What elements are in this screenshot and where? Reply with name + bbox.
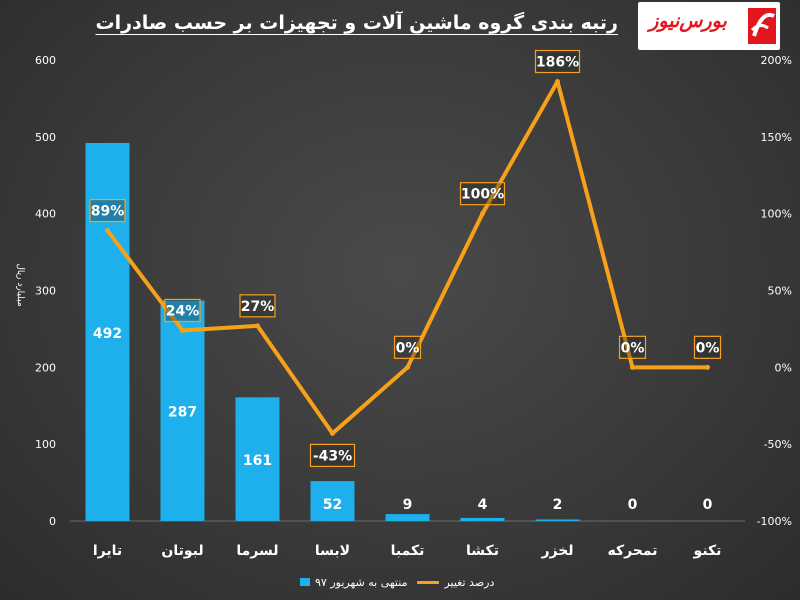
y-right-tick-label: -50% [764, 438, 792, 451]
bar [160, 300, 205, 521]
category-label: تکشا [466, 543, 499, 559]
line-value-label: 0% [696, 340, 720, 356]
category-label: لبوتان [161, 543, 203, 559]
category-label: لابسا [315, 543, 350, 559]
y-right-tick-label: 0% [775, 361, 792, 374]
line-point [405, 364, 410, 370]
line-point [705, 364, 710, 370]
y-left-tick-label: 500 [35, 131, 56, 144]
bar [235, 397, 280, 521]
legend-label-line: درصد تغییر [444, 575, 495, 589]
y-right-tick-label: 50% [768, 285, 792, 298]
line-point [555, 79, 560, 85]
line-label-box [309, 443, 356, 468]
bar [460, 517, 505, 521]
y-right-tick-label: 100% [761, 208, 792, 221]
line-point [330, 430, 335, 436]
y-left-tick-label: 100 [35, 438, 56, 451]
category-label: تکنو [693, 543, 722, 559]
bar [535, 519, 580, 521]
line-label-box [239, 294, 276, 318]
bar-value-label: 0 [628, 497, 638, 513]
bar-value-label: 4 [478, 497, 488, 513]
bar-value-label: 2 [553, 497, 563, 513]
bar-value-label: 0 [703, 497, 713, 513]
legend-item-bars: منتهی به شهریور ۹۷ [300, 576, 407, 589]
y-right-tick-label: -100% [757, 515, 792, 528]
line-label-box [534, 49, 581, 74]
bourse-news-logo: بورس‌نیوز [638, 2, 780, 50]
bar-value-label: 9 [403, 497, 413, 513]
y-left-tick-label: 300 [35, 285, 56, 298]
bar [385, 514, 430, 521]
category-label: لخزر [540, 543, 573, 559]
bar-value-label: 492 [93, 326, 122, 342]
bar [310, 481, 355, 521]
y-right-tick-label: 150% [761, 131, 792, 144]
legend-swatch-bars [300, 578, 310, 586]
line-point [480, 211, 485, 217]
chart-title: رتبه بندی گروه ماشین آلات و تجهیزات بر ح… [95, 12, 619, 34]
line-label-box [164, 298, 201, 323]
legend-label-bars: منتهی به شهریور ۹۷ [315, 575, 408, 589]
line-label-box [618, 335, 647, 359]
line-label-box [459, 182, 506, 206]
line-point [105, 228, 110, 234]
line-label-box [693, 335, 722, 359]
bar-value-label: 287 [168, 405, 197, 421]
logo-emblem-icon [748, 8, 776, 44]
category-label: تکمبا [391, 543, 425, 559]
bar-value-label: 52 [323, 497, 342, 513]
logo-text: بورس‌نیوز [649, 10, 727, 32]
category-label: لسرما [236, 543, 278, 559]
line-point [180, 327, 185, 333]
line-value-label: 100% [461, 187, 504, 203]
y-right-tick-label: 200% [761, 54, 792, 67]
line-value-label: 0% [621, 340, 645, 356]
line-value-label: 89% [91, 204, 125, 220]
legend: منتهی به شهریور ۹۷ درصد تغییر [300, 573, 494, 591]
line-label-box [89, 198, 126, 223]
category-label: تمحرکه [607, 543, 657, 559]
category-label: تایرا [93, 543, 122, 559]
line-label-box [393, 335, 422, 359]
line-point [630, 364, 635, 370]
bar [85, 142, 130, 522]
line-value-label: 27% [241, 299, 275, 315]
y-left-tick-label: 600 [35, 54, 56, 67]
line-value-label: 24% [166, 303, 200, 319]
legend-swatch-line [417, 580, 440, 584]
legend-item-line: درصد تغییر [417, 576, 494, 589]
y-axis-left-label: میلیارد ریال [15, 263, 25, 307]
line-point [255, 323, 260, 329]
line-value-label: -43% [313, 448, 352, 464]
y-left-tick-label: 0 [49, 515, 56, 528]
line-value-label: 186% [536, 55, 579, 71]
line-value-label: 0% [396, 340, 420, 356]
bar-value-label: 161 [243, 453, 272, 469]
y-left-tick-label: 200 [35, 361, 56, 374]
y-left-tick-label: 400 [35, 208, 56, 221]
